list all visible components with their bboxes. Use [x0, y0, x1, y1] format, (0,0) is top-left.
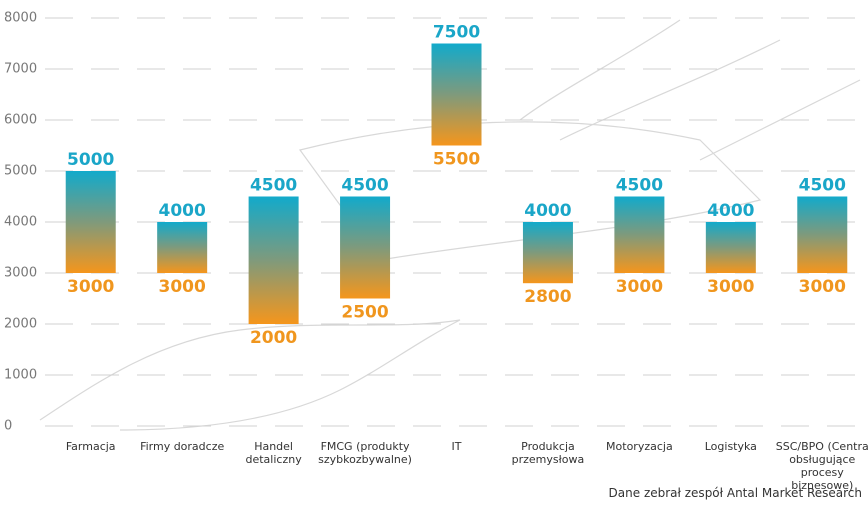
range-bar	[248, 196, 299, 324]
high-label: 4500	[616, 176, 663, 196]
y-tick-label: 7000	[4, 62, 37, 77]
x-tick-label: Motoryzacja	[606, 440, 673, 453]
x-tick-label: SSC/BPO (Centra obsługujące procesy bizn…	[775, 440, 868, 492]
high-label: 7500	[433, 23, 480, 43]
y-tick-label: 8000	[4, 11, 37, 26]
low-label: 3000	[616, 277, 663, 297]
low-label: 2800	[524, 287, 571, 307]
y-tick-label: 0	[4, 419, 12, 434]
high-label: 4500	[799, 176, 846, 196]
y-tick-label: 5000	[4, 164, 37, 179]
y-tick-label: 2000	[4, 317, 37, 332]
low-label: 2000	[250, 328, 297, 348]
high-label: 4500	[250, 176, 297, 196]
low-label: 3000	[67, 277, 114, 297]
range-bar	[340, 196, 391, 299]
x-tick-label: Logistyka	[704, 440, 757, 453]
source-note: Dane zebrał zespół Antal Market Research	[608, 486, 862, 500]
x-tick-label: FMCG (produkty szybkozbywalne)	[318, 440, 412, 466]
range-bar	[614, 196, 665, 273]
low-label: 5500	[433, 150, 480, 170]
x-tick-label: Handel detaliczny	[245, 440, 302, 466]
high-label: 4000	[159, 201, 206, 221]
low-label: 3000	[707, 277, 754, 297]
x-tick-label: Firmy doradcze	[140, 440, 225, 453]
range-bar	[65, 171, 116, 273]
range-bar	[797, 196, 848, 273]
y-tick-label: 3000	[4, 266, 37, 281]
high-label: 5000	[67, 150, 114, 170]
range-bar	[705, 222, 756, 273]
x-tick-label: Farmacja	[65, 440, 116, 453]
high-label: 4500	[341, 176, 388, 196]
decoration	[39, 19, 861, 431]
low-label: 3000	[159, 277, 206, 297]
x-tick-label: Produkcja przemysłowa	[511, 440, 585, 466]
range-bar	[522, 222, 573, 284]
low-label: 3000	[799, 277, 846, 297]
y-tick-label: 1000	[4, 368, 37, 383]
high-label: 4000	[524, 201, 571, 221]
y-tick-label: 6000	[4, 113, 37, 128]
y-tick-label: 4000	[4, 215, 37, 230]
range-bar	[157, 222, 208, 273]
x-tick-label: IT	[451, 440, 462, 453]
low-label: 2500	[341, 303, 388, 323]
high-label: 4000	[707, 201, 754, 221]
range-bar	[431, 43, 482, 146]
